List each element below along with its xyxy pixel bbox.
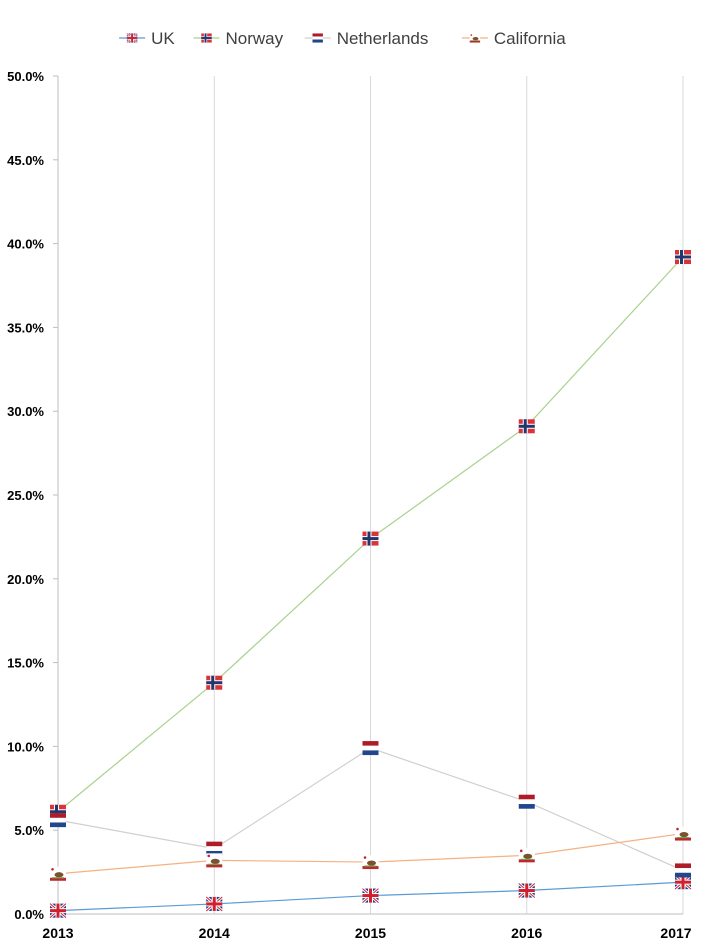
legend-label-california: California <box>494 29 566 48</box>
data-point-netherlands-2013 <box>50 813 66 828</box>
uk-flag-icon <box>126 32 138 44</box>
data-point-california-2015 <box>362 855 379 870</box>
x-tick-label: 2016 <box>511 925 542 941</box>
data-point-california-2016 <box>518 848 535 863</box>
data-point-california-2017 <box>675 826 691 841</box>
data-point-netherlands-2014 <box>206 841 223 856</box>
y-tick-label: 10.0% <box>7 739 44 754</box>
x-tick-label: 2017 <box>660 925 691 941</box>
y-tick-label: 5.0% <box>14 823 44 838</box>
legend-item-uk[interactable]: UK <box>119 29 175 48</box>
legend-item-netherlands[interactable]: Netherlands <box>304 29 429 48</box>
y-tick-label: 40.0% <box>7 237 44 252</box>
legend-item-california[interactable]: California <box>461 29 566 48</box>
y-tick-label: 15.0% <box>7 656 44 671</box>
data-point-california-2013 <box>50 866 66 881</box>
legend-item-norway[interactable]: Norway <box>193 29 284 48</box>
data-point-netherlands-2015 <box>362 741 379 756</box>
netherlands-flag-icon <box>312 33 323 43</box>
legend-label-uk: UK <box>151 29 175 48</box>
data-point-norway-2016 <box>518 419 535 434</box>
data-point-uk-2013 <box>49 902 67 919</box>
x-tick-label: 2014 <box>199 925 230 941</box>
data-point-uk-2015 <box>361 887 380 904</box>
data-point-california-2014 <box>206 853 223 868</box>
data-point-uk-2014 <box>205 895 224 913</box>
y-tick-label: 20.0% <box>7 572 44 587</box>
y-tick-label: 0.0% <box>14 907 44 922</box>
y-tick-label: 35.0% <box>7 320 44 335</box>
data-point-netherlands-2016 <box>518 794 535 809</box>
x-tick-label: 2013 <box>42 925 73 941</box>
y-tick-label: 30.0% <box>7 404 44 419</box>
norway-flag-icon <box>201 33 212 43</box>
california-flag-icon <box>469 33 481 43</box>
y-tick-label: 50.0% <box>7 69 44 84</box>
data-point-uk-2016 <box>517 882 536 899</box>
x-tick-label: 2015 <box>355 925 386 941</box>
data-point-norway-2017 <box>675 250 691 265</box>
legend-label-netherlands: Netherlands <box>337 29 429 48</box>
data-point-netherlands-2017 <box>675 863 691 878</box>
data-point-uk-2017 <box>674 874 692 891</box>
data-point-norway-2015 <box>362 531 379 546</box>
y-tick-label: 25.0% <box>7 488 44 503</box>
data-point-norway-2014 <box>206 675 223 690</box>
y-tick-label: 45.0% <box>7 153 44 168</box>
legend-label-norway: Norway <box>226 29 284 48</box>
